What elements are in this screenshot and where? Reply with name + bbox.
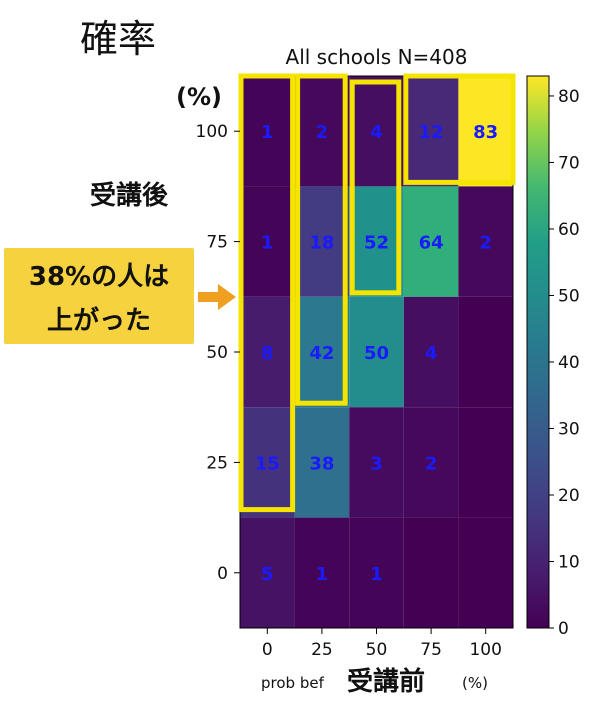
colorbar-tick-label: 20 xyxy=(558,486,580,506)
heatmap-cell xyxy=(349,296,404,408)
heatmap-cell xyxy=(294,517,350,628)
colorbar-tick-label: 10 xyxy=(558,552,580,572)
y-tick-label: 25 xyxy=(206,453,228,473)
cell-value-label: 18 xyxy=(309,233,334,254)
cell-value-label: 38 xyxy=(309,453,334,474)
y-axis-caption: 受講後 xyxy=(90,180,169,211)
heatmap-cell xyxy=(458,76,513,187)
heatmap-cell xyxy=(294,407,350,518)
heatmap-cell xyxy=(294,296,350,408)
y-tick-label: 0 xyxy=(217,564,228,584)
highlight-box-col3-4 xyxy=(403,73,516,185)
x-axis-caption: 受講前 xyxy=(347,666,425,697)
heatmap-cell xyxy=(240,296,295,408)
colorbar-tick-label: 30 xyxy=(558,419,580,439)
callout-box: 38%の人は 上がった xyxy=(4,248,194,344)
heatmap-cell xyxy=(294,76,350,187)
cell-value-label: 8 xyxy=(261,343,274,364)
cell-value-label: 4 xyxy=(425,343,438,364)
chart-title: All schools N=408 xyxy=(286,45,468,69)
colorbar-tick-label: 70 xyxy=(558,153,580,173)
heatmap-cell xyxy=(403,186,459,297)
cell-value-label: 64 xyxy=(419,233,444,254)
cell-value-label: 1 xyxy=(370,564,383,585)
heatmap-cell xyxy=(458,517,513,628)
highlight-box-col0 xyxy=(238,73,296,513)
cell-value-label: 2 xyxy=(316,122,329,143)
heatmap-cell xyxy=(403,407,459,518)
cell-value-label: 1 xyxy=(261,233,274,254)
page-title: 確率 xyxy=(80,17,157,61)
heatmap-cell xyxy=(458,186,513,297)
heatmap-cell xyxy=(294,186,350,297)
x-tick-label: 25 xyxy=(311,640,333,660)
arrow-icon xyxy=(198,284,236,310)
cell-value-label: 3 xyxy=(370,453,383,474)
cell-value-label: 2 xyxy=(425,453,438,474)
x-tick-label: 50 xyxy=(366,640,388,660)
heatmap-cell xyxy=(403,76,459,187)
cell-value-label: 5 xyxy=(261,564,274,585)
x-axis-label-small: prob bef xyxy=(261,674,325,692)
callout-line-2: 上がった xyxy=(46,306,151,336)
heatmap-cell xyxy=(458,296,513,408)
y-tick-label: 100 xyxy=(196,122,228,142)
callout-line-1: 38%の人は xyxy=(28,262,170,292)
heatmap-cell xyxy=(458,407,513,518)
heatmap-cell xyxy=(349,186,404,297)
heatmap-cell xyxy=(240,186,295,297)
cell-value-label: 4 xyxy=(370,122,383,143)
x-axis-unit: (%) xyxy=(462,674,488,692)
cell-value-label: 50 xyxy=(364,343,389,364)
cell-value-label: 2 xyxy=(479,233,492,254)
colorbar xyxy=(526,75,550,629)
heatmap-cell xyxy=(240,76,295,187)
cell-value-label: 42 xyxy=(309,343,334,364)
y-axis-unit: (%) xyxy=(176,83,222,111)
heatmap-cell xyxy=(240,407,295,518)
highlight-box-col1 xyxy=(295,73,348,406)
cell-value-label: 1 xyxy=(316,564,329,585)
x-tick-label: 0 xyxy=(262,640,273,660)
x-tick-label: 75 xyxy=(420,640,442,660)
cell-value-label: 83 xyxy=(473,122,498,143)
colorbar-tick-label: 80 xyxy=(558,87,580,107)
colorbar-tick-label: 0 xyxy=(558,619,569,639)
cell-value-label: 12 xyxy=(419,122,444,143)
heatmap-cell xyxy=(403,517,459,628)
y-tick-label: 50 xyxy=(206,343,228,363)
heatmap-cell xyxy=(240,517,295,628)
highlight-box-col2 xyxy=(349,79,402,296)
cell-value-label: 52 xyxy=(364,233,389,254)
colorbar-tick-label: 40 xyxy=(558,353,580,373)
heatmap-cell xyxy=(349,517,404,628)
cell-value-label: 1 xyxy=(261,122,274,143)
y-tick-label: 75 xyxy=(206,233,228,253)
colorbar-tick-label: 60 xyxy=(558,220,580,240)
x-tick-label: 100 xyxy=(469,640,501,660)
cell-value-label: 15 xyxy=(255,453,280,474)
heatmap-cell xyxy=(349,76,404,187)
colorbar-tick-label: 50 xyxy=(558,286,580,306)
heatmap-cell xyxy=(403,296,459,408)
heatmap-cell xyxy=(349,407,404,518)
